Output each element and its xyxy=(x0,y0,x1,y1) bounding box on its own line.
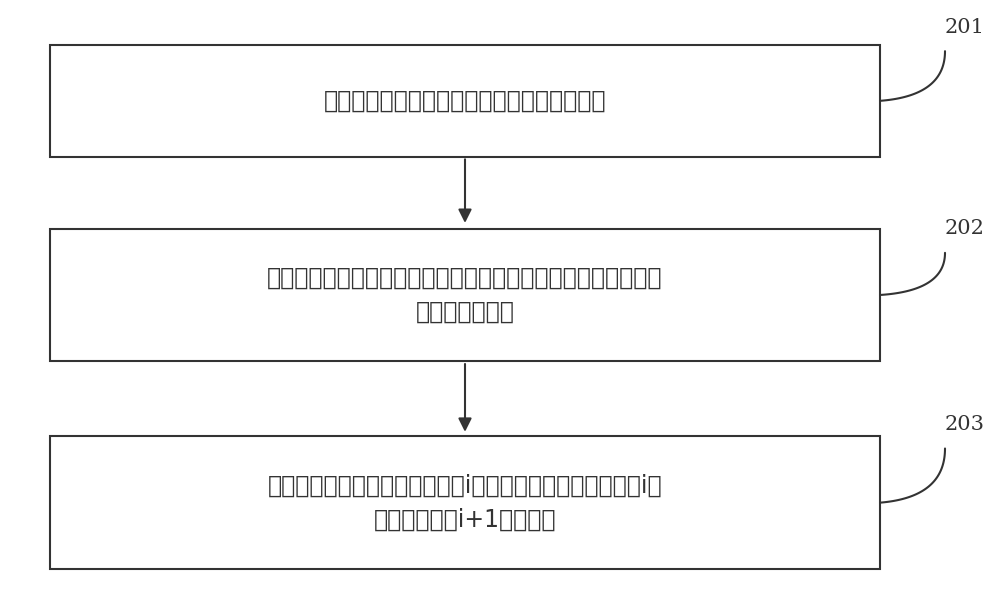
Text: 202: 202 xyxy=(945,219,985,238)
Text: 201: 201 xyxy=(945,17,985,37)
Text: 根据所述第一模板矩阵，所述第六子矩阵和所述第七子矩阵，获: 根据所述第一模板矩阵，所述第六子矩阵和所述第七子矩阵，获 xyxy=(267,265,663,290)
Text: 板矩阵获得第i+1模板矩阵: 板矩阵获得第i+1模板矩阵 xyxy=(374,508,556,532)
Text: 203: 203 xyxy=(945,415,985,434)
Bar xyxy=(50,45,880,157)
Text: 根据所述第二模板矩阵，获得第i模板矩阵，以及根据所述第i模: 根据所述第二模板矩阵，获得第i模板矩阵，以及根据所述第i模 xyxy=(268,473,662,497)
Bar xyxy=(50,229,880,361)
Bar xyxy=(50,436,880,569)
Text: 获取第一模板矩阵，第六子矩阵和第七子矩阵: 获取第一模板矩阵，第六子矩阵和第七子矩阵 xyxy=(324,89,606,113)
Text: 得第二模板矩阵: 得第二模板矩阵 xyxy=(416,300,514,324)
